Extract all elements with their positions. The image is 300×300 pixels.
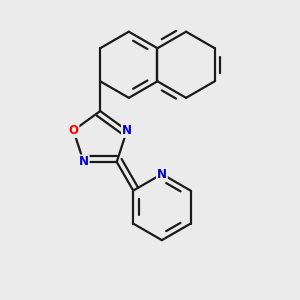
Text: N: N xyxy=(122,124,132,137)
Text: N: N xyxy=(79,155,89,168)
Text: O: O xyxy=(68,124,78,137)
Text: N: N xyxy=(157,167,167,181)
